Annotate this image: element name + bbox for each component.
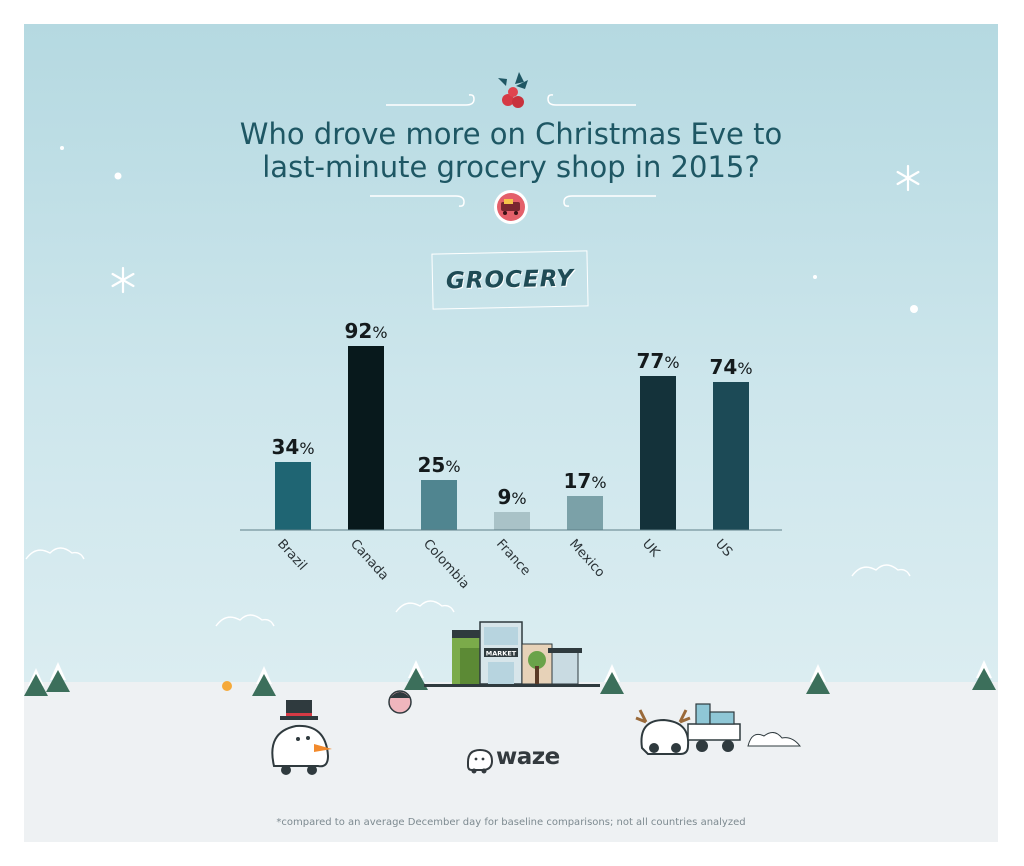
bar-brazil [275,462,311,530]
tick-label-mexico: Mexico [566,537,608,581]
bar-canada [348,346,384,530]
data-label-france: 9% [497,485,526,509]
small-waze-character-icon [222,681,232,691]
waze-logo-icon [467,748,494,774]
tick-label-us: US [712,537,735,560]
bars-group [275,346,749,530]
bar-uk [640,376,676,530]
brand-name: waze [496,744,560,770]
data-label-us: 74% [709,355,752,379]
waze-brand: waze [464,744,560,770]
grocery-cart-badge-icon [494,190,528,224]
tick-label-canada: Canada [347,537,391,584]
tick-labels-group: Brazil Canada Colombia France Mexico UK US [274,537,735,592]
tick-label-brazil: Brazil [274,537,309,574]
snow-ground [24,682,998,842]
cloud-outlines [25,547,911,627]
pink-waze-character-icon [388,690,412,714]
bar-chart: 34% 92% 25% 9% 17% 77% 74% Brazil Canada Colombi… [240,319,782,592]
bar-france [494,512,530,530]
snowflake-icon [896,164,920,192]
bar-us [713,382,749,530]
market-sign: MARKET [486,650,517,658]
tick-label-colombia: Colombia [420,537,472,592]
snowman-car-icon [271,700,332,775]
title-ornament-top [386,94,636,106]
infographic-card: MARKET [24,24,998,842]
tick-label-france: France [493,537,533,579]
bar-mexico [567,496,603,530]
snowflake-icon [111,266,135,294]
bar-colombia [421,480,457,530]
data-label-uk: 77% [636,349,679,373]
title-line-1: Who drove more on Christmas Eve to [239,117,783,151]
footnote: *compared to an average December day for… [276,817,746,828]
holly-berries-icon [498,72,528,108]
title-ornament-bottom [370,195,656,207]
market-storefront-icon: MARKET [424,621,600,687]
reindeer-car-icon [635,703,802,755]
snow-dots [60,146,918,313]
pine-tree-icon [24,660,996,696]
data-label-canada: 92% [344,319,387,343]
data-labels-group: 34% 92% 25% 9% 17% 77% 74% [271,319,752,509]
data-label-brazil: 34% [271,435,314,459]
data-label-mexico: 17% [563,469,606,493]
data-label-colombia: 25% [417,453,460,477]
chart-title: Who drove more on Christmas Eve to last-… [24,118,998,184]
decoration-layer: MARKET [24,72,996,775]
title-line-2: last-minute grocery shop in 2015? [262,150,760,184]
tick-label-uk: UK [639,537,663,561]
